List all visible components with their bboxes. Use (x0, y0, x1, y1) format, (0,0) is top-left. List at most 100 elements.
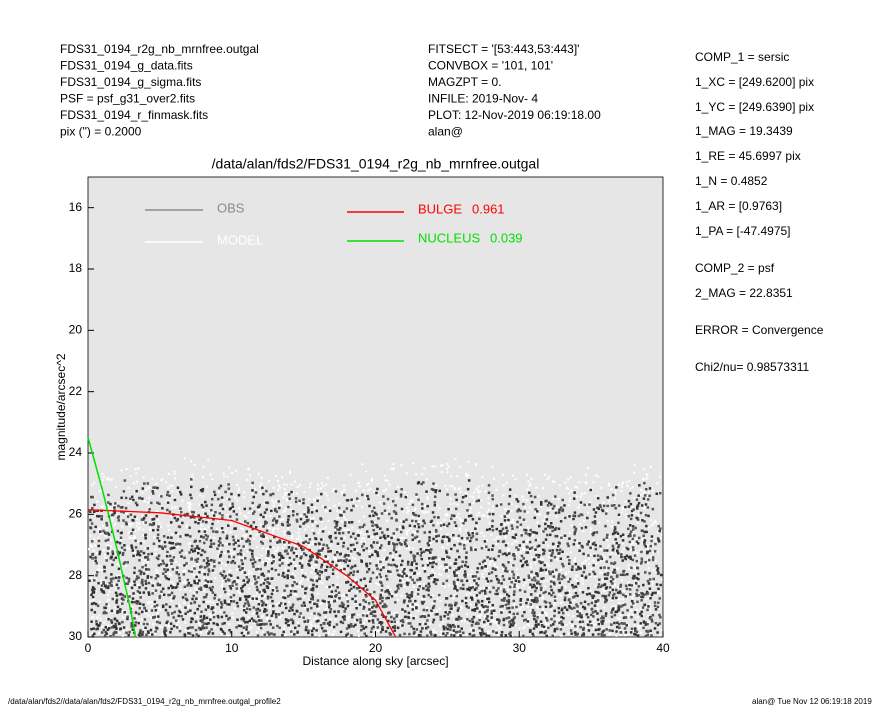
dot (228, 589, 231, 592)
dot (114, 625, 118, 628)
dot (221, 574, 224, 577)
dot (538, 605, 542, 609)
dot (428, 536, 431, 539)
dot (292, 561, 295, 564)
dot (221, 583, 224, 586)
dot (305, 621, 308, 624)
dot (269, 596, 273, 599)
dot (550, 580, 553, 583)
dot (333, 520, 337, 523)
dot (542, 631, 545, 634)
dot (374, 575, 377, 578)
dot (396, 573, 400, 576)
dot (638, 484, 641, 487)
dot (366, 483, 369, 486)
dot (119, 539, 122, 542)
dot (422, 613, 425, 616)
dot (602, 554, 605, 557)
dot (653, 604, 657, 608)
dot (448, 624, 452, 627)
dot (410, 569, 414, 572)
dot (466, 541, 469, 544)
dot (226, 514, 229, 517)
dot (304, 540, 308, 543)
dot (193, 549, 197, 553)
dot (527, 578, 530, 581)
dot (469, 495, 472, 498)
dot (94, 525, 97, 529)
dot (617, 543, 621, 547)
dot (294, 544, 297, 547)
dot (399, 583, 403, 587)
dot (497, 587, 500, 590)
dot (580, 574, 584, 577)
dot (474, 593, 477, 596)
dot (529, 528, 532, 532)
dot (287, 493, 291, 496)
dot (97, 631, 100, 634)
dot (512, 530, 515, 533)
dot (623, 616, 627, 619)
dot (369, 630, 373, 634)
dot (413, 539, 416, 542)
dot (307, 563, 310, 566)
dot (295, 582, 299, 586)
dot (341, 553, 344, 556)
dot (619, 628, 622, 631)
dot (540, 505, 543, 508)
dot (290, 575, 293, 578)
dot (362, 489, 365, 492)
dot (364, 604, 367, 607)
dot (89, 600, 92, 603)
dot (223, 632, 226, 635)
dot (405, 620, 408, 623)
dot (602, 588, 605, 591)
dot (259, 567, 262, 571)
dot (287, 569, 290, 572)
dot (559, 626, 562, 629)
dot (264, 520, 267, 524)
dot (91, 588, 94, 592)
dot (195, 589, 198, 592)
dot (128, 523, 131, 526)
dot (193, 581, 197, 585)
dot (617, 567, 620, 570)
dot (128, 593, 131, 596)
dot (375, 491, 378, 495)
dot (91, 553, 94, 557)
dot (621, 602, 624, 605)
dot (459, 605, 462, 608)
dot (412, 530, 415, 533)
dot (204, 579, 208, 582)
dot (390, 536, 393, 540)
dot (267, 570, 270, 573)
dot (624, 557, 627, 561)
dot (212, 570, 215, 573)
dot (524, 529, 528, 532)
dot (575, 568, 578, 571)
dot (632, 511, 635, 514)
dot (146, 561, 149, 564)
dot (218, 561, 221, 565)
dot (530, 546, 534, 549)
dot (261, 626, 264, 629)
dot (410, 561, 414, 564)
dot (642, 497, 646, 500)
dot (368, 514, 372, 518)
dot (495, 566, 498, 569)
dot (126, 582, 129, 586)
dot (610, 577, 613, 580)
dot (318, 577, 322, 580)
dot (379, 565, 382, 568)
dot (287, 608, 290, 611)
dot (417, 588, 420, 591)
dot (149, 600, 152, 603)
dot (596, 506, 599, 510)
dot (269, 558, 272, 561)
dot (647, 514, 650, 518)
header-line: PLOT: 12-Nov-2019 06:19:18.00 (428, 108, 601, 122)
dot (364, 625, 368, 629)
dot (97, 626, 100, 629)
dot (357, 634, 360, 637)
